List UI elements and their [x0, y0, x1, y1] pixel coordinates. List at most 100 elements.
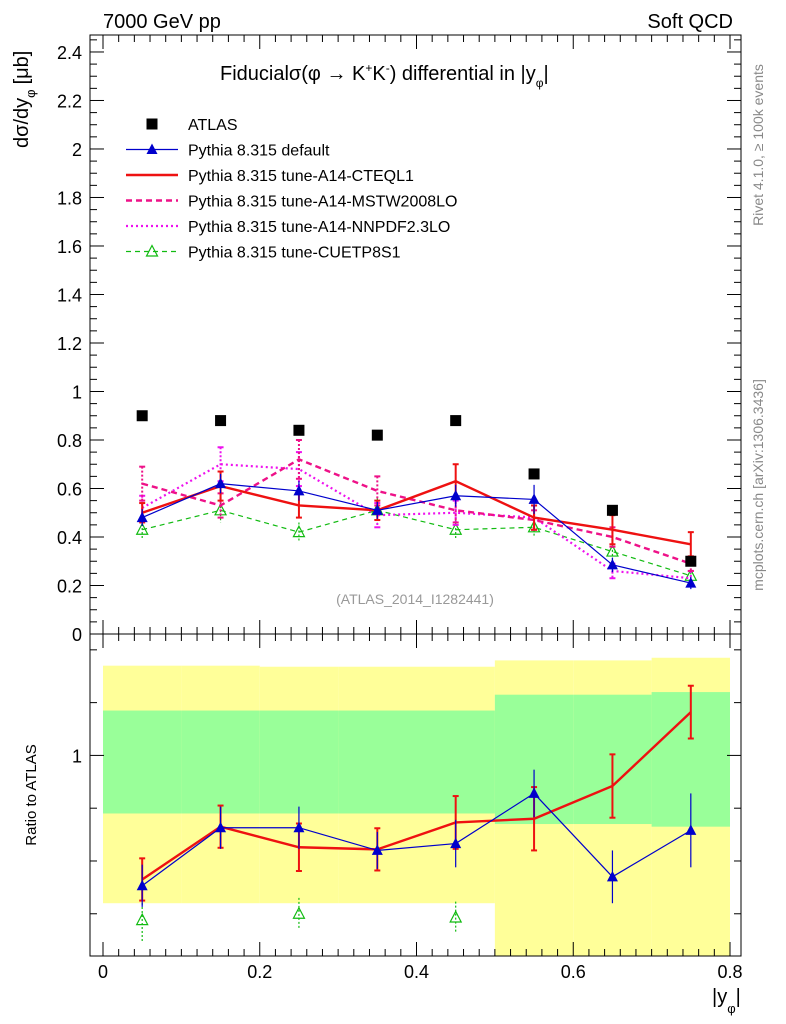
pythia-8-315-tune-cuetp8s1-point	[135, 522, 149, 535]
green-uncertainty-band	[259, 710, 339, 814]
xlabel-main: |y	[712, 986, 727, 1008]
ratio-uncertainty-bands	[103, 657, 730, 956]
header-category-label: Soft QCD	[647, 11, 733, 33]
pythia-8-315-tune-a14-mstw2008lo-line	[141, 458, 692, 565]
legend-marker-pythia-8-315-default	[146, 143, 158, 154]
title-suffix: ) differential in |y	[390, 63, 536, 85]
pythia-8-315-default-point	[136, 511, 148, 523]
main-y-ticks: 0 0.2 0.4 0.6 0.8 1 1.2 1.4 1.6 1.8 2 2.2 2.4	[57, 39, 741, 645]
pythia-8-315-default-line	[141, 483, 691, 584]
green-uncertainty-band	[103, 710, 182, 814]
pythia-8-315-tune-a14-cteql1-line	[141, 711, 692, 881]
legend-label-pythia-8-315-tune-a14-mstw2008lo: Pythia 8.315 tune-A14-MSTW2008LO	[188, 194, 457, 211]
x-tick-label: 0.2	[247, 962, 272, 982]
pythia-8-315-default-point	[293, 821, 305, 833]
atlas-point	[215, 415, 227, 427]
pythia-8-315-default-point	[293, 484, 305, 496]
pythia-8-315-tune-cuetp8s1-point	[449, 910, 463, 923]
pythia-8-315-default-point	[606, 558, 618, 570]
legend-label-pythia-8-315-tune-cuetp8s1: Pythia 8.315 tune-CUETP8S1	[188, 245, 401, 262]
rivet-version-label: Rivet 4.1.0, ≥ 100k events	[750, 64, 766, 226]
pythia-8-315-tune-cuetp8s1-point	[605, 544, 619, 557]
ylabel-unit: [μb]	[11, 51, 33, 85]
main-y-axis-label: dσ/dyφ [μb]	[11, 51, 38, 148]
main-y-tick-label: 1	[72, 382, 82, 402]
main-y-tick-label: 0	[72, 625, 82, 645]
ratio-x-ticks: 0 0.2 0.4 0.6 0.8	[98, 634, 743, 982]
pythia-8-315-tune-cuetp8s1-line	[142, 509, 691, 577]
main-title: Fiducialσ(φ → K+K-) differential in |yφ|	[220, 61, 549, 90]
atlas-point	[136, 410, 148, 422]
pythia-8-315-default-point	[215, 821, 227, 833]
ratio-y-axis-label: Ratio to ATLAS	[23, 744, 40, 845]
title-end: |	[544, 63, 549, 85]
main-y-tick-label: 0.8	[57, 431, 82, 451]
green-uncertainty-band	[181, 710, 260, 814]
main-panel: 0 0.2 0.4 0.6 0.8 1 1.2 1.4 1.6 1.8 2 2.2 2.4 Fiduci…	[11, 34, 742, 645]
ratio-frame	[89, 633, 742, 957]
pythia-8-315-default-point	[136, 879, 148, 891]
atlas-point	[685, 555, 697, 567]
pythia-8-315-default-point	[685, 577, 697, 588]
pythia-8-315-tune-cuetp8s1-point	[449, 522, 463, 535]
pythia-8-315-default-point	[606, 870, 618, 882]
x-axis-label: |yφ|	[712, 986, 741, 1016]
pythia-8-315-default-point	[528, 787, 540, 798]
pythia-8-315-default-point	[215, 477, 227, 489]
main-y-tick-label: 0.6	[57, 479, 82, 499]
main-y-tick-label: 2.2	[57, 91, 82, 111]
legend: ATLAS Pythia 8.315 default Pythia 8.315 tu…	[126, 117, 457, 262]
x-tick-label: 0.4	[404, 962, 429, 982]
mcplots-label: mcplots.cern.ch [arXiv:1306.3436]	[750, 379, 766, 591]
pythia-8-315-default-point	[528, 493, 540, 504]
legend-label-atlas: ATLAS	[188, 117, 238, 134]
pythia-8-315-tune-cuetp8s1-point	[135, 912, 149, 926]
ratio-panel: 1 0 0.2 0.4 0.6 0.8 Ratio to ATLAS |yφ|	[23, 633, 743, 1016]
ylabel-sub: φ	[23, 89, 38, 97]
ratio-y-tick-label: 1	[72, 746, 82, 766]
main-y-tick-label: 2.4	[57, 43, 82, 63]
legend-marker-pythia-8-315-tune-cuetp8s1	[145, 244, 159, 257]
legend-marker-atlas	[146, 118, 158, 130]
pythia-8-315-default-point	[371, 504, 383, 515]
atlas-point	[371, 429, 383, 441]
title-k2: K	[372, 63, 386, 85]
main-y-tick-label: 0.4	[57, 528, 82, 548]
atlas-point	[293, 424, 305, 436]
pythia-8-315-default-point	[685, 824, 697, 835]
main-y-tick-label: 1.8	[57, 188, 82, 208]
title-plus: +	[365, 61, 372, 75]
green-uncertainty-band	[338, 710, 417, 814]
atlas-point	[450, 415, 462, 427]
legend-label-pythia-8-315-default: Pythia 8.315 default	[188, 143, 330, 160]
atlas-point	[528, 468, 540, 480]
pythia-8-315-default-point	[371, 844, 383, 855]
x-tick-label: 0.8	[717, 962, 742, 982]
ratio-y-ticks: 1	[72, 649, 741, 915]
pythia-8-315-tune-a14-cteql1-line	[141, 479, 692, 546]
main-y-tick-label: 0.2	[57, 576, 82, 596]
ratio-series-layer	[135, 684, 697, 942]
main-y-tick-label: 1.6	[57, 237, 82, 257]
header-energy-label: 7000 GeV pp	[103, 11, 221, 33]
pythia-8-315-default-point	[450, 489, 462, 501]
legend-label-pythia-8-315-tune-a14-nnpdf2-3lo: Pythia 8.315 tune-A14-NNPDF2.3LO	[188, 219, 450, 236]
title-prefix: Fiducial	[220, 63, 289, 85]
x-tick-label: 0	[98, 962, 108, 982]
x-tick-label: 0.6	[561, 962, 586, 982]
ylabel-main: dσ/dy	[11, 98, 33, 148]
pythia-8-315-tune-cuetp8s1-point	[527, 520, 541, 533]
title-minus: -	[386, 61, 390, 75]
main-y-tick-label: 2	[72, 140, 82, 160]
pythia-8-315-default-point	[450, 837, 462, 849]
main-y-tick-label: 1.4	[57, 285, 82, 305]
xlabel-sub: φ	[727, 1001, 735, 1016]
main-series-layer	[135, 410, 698, 590]
pythia-8-315-tune-a14-nnpdf2-3lo-line	[141, 463, 691, 580]
title-sub: φ	[536, 76, 544, 90]
main-y-tick-label: 1.2	[57, 334, 82, 354]
pythia-8-315-tune-cuetp8s1-point	[292, 524, 306, 538]
atlas-point	[606, 504, 618, 516]
legend-label-pythia-8-315-tune-a14-cteql1: Pythia 8.315 tune-A14-CTEQL1	[188, 168, 414, 185]
